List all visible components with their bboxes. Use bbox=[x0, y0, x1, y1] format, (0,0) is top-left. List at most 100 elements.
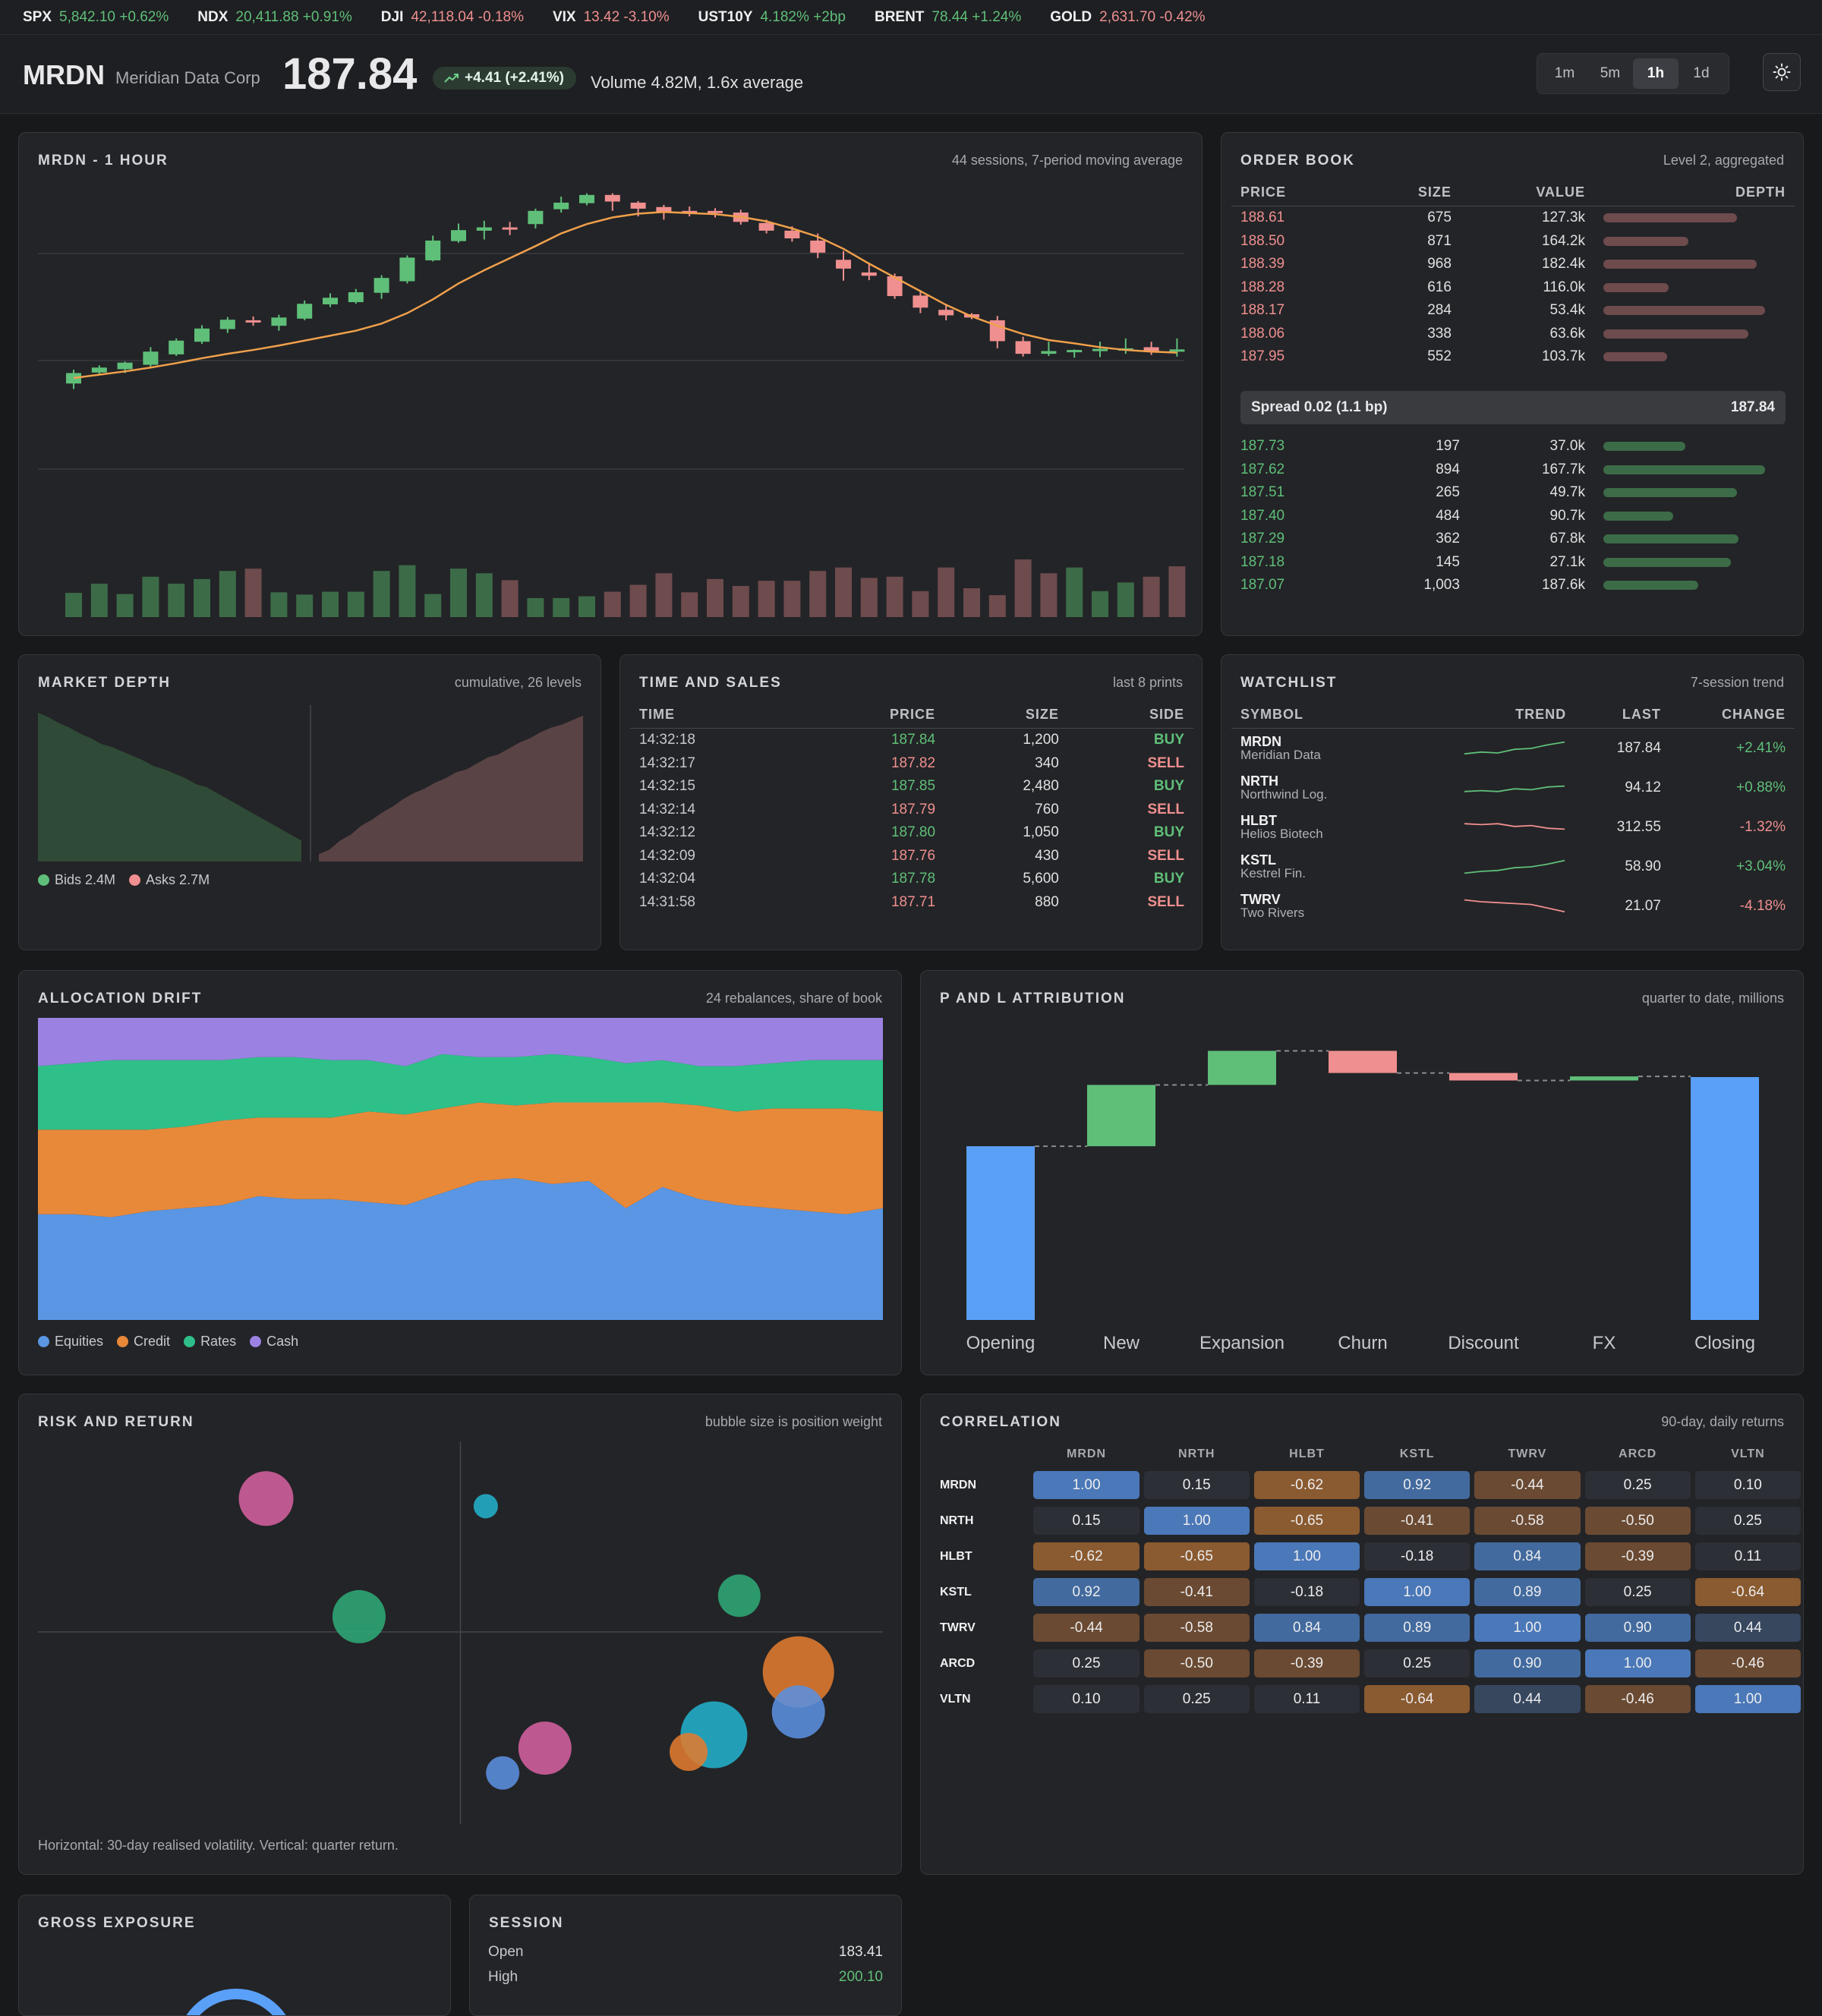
matrix-cell[interactable]: -0.44 bbox=[1031, 1610, 1141, 1646]
ask-row[interactable]: 188.50 871 164.2k bbox=[1231, 230, 1795, 254]
timeframe-1h-button[interactable]: 1h bbox=[1633, 58, 1679, 89]
matrix-cell[interactable]: -0.18 bbox=[1362, 1539, 1472, 1574]
matrix-cell[interactable]: 0.25 bbox=[1031, 1646, 1141, 1681]
matrix-cell[interactable]: 0.25 bbox=[1693, 1503, 1803, 1539]
matrix-cell[interactable]: -0.62 bbox=[1031, 1539, 1141, 1574]
ticker-item[interactable]: NDX 20,411.88 +0.91% bbox=[197, 9, 352, 26]
matrix-cell[interactable]: 0.44 bbox=[1472, 1681, 1582, 1717]
matrix-cell[interactable]: 0.25 bbox=[1583, 1574, 1693, 1610]
bid-row[interactable]: 187.73 197 37.0k bbox=[1231, 435, 1795, 458]
legend-item: Bids 2.4M bbox=[38, 872, 115, 887]
bid-row[interactable]: 187.62 894 167.7k bbox=[1231, 458, 1795, 482]
trade-row[interactable]: 14:32:14 187.79 760 SELL bbox=[630, 799, 1193, 822]
ticker-item[interactable]: SPX 5,842.10 +0.62% bbox=[23, 9, 169, 26]
matrix-cell[interactable]: 1.00 bbox=[1693, 1681, 1803, 1717]
bid-row[interactable]: 187.29 362 67.8k bbox=[1231, 528, 1795, 551]
matrix-cell[interactable]: -0.65 bbox=[1142, 1539, 1252, 1574]
timeframe-1m-button[interactable]: 1m bbox=[1554, 65, 1575, 81]
matrix-cell[interactable]: -0.50 bbox=[1142, 1646, 1252, 1681]
matrix-cell[interactable]: 0.90 bbox=[1472, 1646, 1582, 1681]
theme-toggle-button[interactable] bbox=[1763, 53, 1801, 91]
watchlist-row[interactable]: MRDN Meridian Data 187.84 +2.41% bbox=[1231, 729, 1795, 769]
watchlist-row[interactable]: NRTH Northwind Log. 94.12 +0.88% bbox=[1231, 768, 1795, 808]
waterfall-bar bbox=[1208, 1051, 1276, 1085]
matrix-cell[interactable]: 1.00 bbox=[1583, 1646, 1693, 1681]
depth-bar bbox=[1603, 352, 1667, 362]
matrix-cell[interactable]: 0.25 bbox=[1583, 1467, 1693, 1503]
trade-row[interactable]: 14:32:18 187.84 1,200 BUY bbox=[630, 729, 1193, 752]
ask-row[interactable]: 188.61 675 127.3k bbox=[1231, 206, 1795, 230]
ask-row[interactable]: 188.06 338 63.6k bbox=[1231, 323, 1795, 346]
matrix-cell[interactable]: 0.92 bbox=[1362, 1467, 1472, 1503]
column-header: TIME bbox=[630, 701, 799, 729]
matrix-cell[interactable]: -0.64 bbox=[1362, 1681, 1472, 1717]
matrix-cell[interactable]: -0.50 bbox=[1583, 1503, 1693, 1539]
matrix-cell[interactable]: -0.62 bbox=[1252, 1467, 1362, 1503]
matrix-cell[interactable]: 0.25 bbox=[1142, 1681, 1252, 1717]
matrix-cell[interactable]: -0.39 bbox=[1252, 1646, 1362, 1681]
sparkline-line bbox=[1464, 741, 1565, 755]
row-label: ARCD bbox=[940, 1656, 976, 1670]
matrix-cell[interactable]: 1.00 bbox=[1031, 1467, 1141, 1503]
matrix-cell[interactable]: 0.15 bbox=[1031, 1503, 1141, 1539]
matrix-cell[interactable]: 0.92 bbox=[1031, 1574, 1141, 1610]
matrix-cell[interactable]: -0.39 bbox=[1583, 1539, 1693, 1574]
ticker-item[interactable]: DJI 42,118.04 -0.18% bbox=[381, 9, 524, 26]
matrix-cell[interactable]: -0.65 bbox=[1252, 1503, 1362, 1539]
ticker-item[interactable]: UST10Y 4.182% +2bp bbox=[698, 9, 846, 26]
ask-row[interactable]: 188.39 968 182.4k bbox=[1231, 253, 1795, 276]
matrix-cell[interactable]: -0.64 bbox=[1693, 1574, 1803, 1610]
matrix-cell[interactable]: 0.10 bbox=[1031, 1681, 1141, 1717]
ask-row[interactable]: 188.17 284 53.4k bbox=[1231, 299, 1795, 323]
trade-row[interactable]: 14:32:17 187.82 340 SELL bbox=[630, 752, 1193, 776]
candlestick-chart[interactable] bbox=[19, 133, 1203, 636]
matrix-cell[interactable]: -0.58 bbox=[1472, 1503, 1582, 1539]
trade-row[interactable]: 14:32:04 187.78 5,600 BUY bbox=[630, 868, 1193, 891]
trade-row[interactable]: 14:31:58 187.71 880 SELL bbox=[630, 891, 1193, 915]
matrix-cell[interactable]: 0.89 bbox=[1472, 1574, 1582, 1610]
trade-row[interactable]: 14:32:09 187.76 430 SELL bbox=[630, 845, 1193, 868]
matrix-cell[interactable]: 0.44 bbox=[1693, 1610, 1803, 1646]
matrix-cell[interactable]: 0.90 bbox=[1583, 1610, 1693, 1646]
matrix-cell[interactable]: -0.41 bbox=[1362, 1503, 1472, 1539]
matrix-value: 0.25 bbox=[1584, 1578, 1691, 1606]
matrix-cell[interactable]: 1.00 bbox=[1472, 1610, 1582, 1646]
trade-row[interactable]: 14:32:12 187.80 1,050 BUY bbox=[630, 821, 1193, 845]
bid-row[interactable]: 187.51 265 49.7k bbox=[1231, 481, 1795, 505]
matrix-cell[interactable]: 0.89 bbox=[1362, 1610, 1472, 1646]
ticker-item[interactable]: VIX 13.42 -3.10% bbox=[553, 9, 670, 26]
matrix-cell[interactable]: -0.41 bbox=[1142, 1574, 1252, 1610]
ask-row[interactable]: 187.95 552 103.7k bbox=[1231, 345, 1795, 369]
matrix-cell[interactable]: -0.18 bbox=[1252, 1574, 1362, 1610]
matrix-cell[interactable]: 0.84 bbox=[1252, 1610, 1362, 1646]
bid-row[interactable]: 187.07 1,003 187.6k bbox=[1231, 574, 1795, 597]
timeframe-1d-button[interactable]: 1d bbox=[1693, 65, 1710, 81]
matrix-cell[interactable]: 0.25 bbox=[1362, 1646, 1472, 1681]
matrix-cell[interactable]: 0.10 bbox=[1693, 1467, 1803, 1503]
timeframe-5m-button[interactable]: 5m bbox=[1600, 65, 1621, 81]
volume-bar bbox=[938, 567, 955, 617]
matrix-cell[interactable]: 0.11 bbox=[1252, 1681, 1362, 1717]
ticker-item[interactable]: GOLD 2,631.70 -0.42% bbox=[1050, 9, 1205, 26]
bid-row[interactable]: 187.18 145 27.1k bbox=[1231, 551, 1795, 575]
trade-row[interactable]: 14:32:15 187.85 2,480 BUY bbox=[630, 775, 1193, 799]
matrix-cell[interactable]: 1.00 bbox=[1252, 1539, 1362, 1574]
matrix-cell[interactable]: 1.00 bbox=[1142, 1503, 1252, 1539]
matrix-cell[interactable]: -0.44 bbox=[1472, 1467, 1582, 1503]
candle-body bbox=[425, 240, 441, 261]
watchlist-row[interactable]: TWRV Two Rivers 21.07 -4.18% bbox=[1231, 887, 1795, 926]
watchlist-row[interactable]: HLBT Helios Biotech 312.55 -1.32% bbox=[1231, 808, 1795, 847]
matrix-cell[interactable]: 0.11 bbox=[1693, 1539, 1803, 1574]
matrix-value: -0.62 bbox=[1033, 1542, 1140, 1570]
matrix-cell[interactable]: 1.00 bbox=[1362, 1574, 1472, 1610]
ticker-item[interactable]: BRENT 78.44 +1.24% bbox=[875, 9, 1021, 26]
bid-row[interactable]: 187.40 484 90.7k bbox=[1231, 505, 1795, 528]
matrix-cell[interactable]: 0.15 bbox=[1142, 1467, 1252, 1503]
matrix-cell[interactable]: -0.46 bbox=[1583, 1681, 1693, 1717]
matrix-cell[interactable]: -0.46 bbox=[1693, 1646, 1803, 1681]
matrix-cell[interactable]: -0.58 bbox=[1142, 1610, 1252, 1646]
matrix-cell[interactable]: 0.84 bbox=[1472, 1539, 1582, 1574]
ask-row[interactable]: 188.28 616 116.0k bbox=[1231, 276, 1795, 300]
watchlist-row[interactable]: KSTL Kestrel Fin. 58.90 +3.04% bbox=[1231, 847, 1795, 887]
panel-subtitle: last 8 prints bbox=[1112, 675, 1183, 690]
